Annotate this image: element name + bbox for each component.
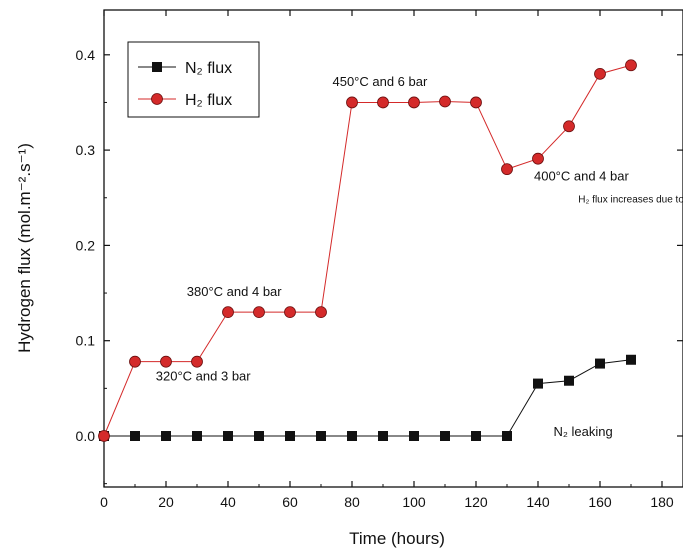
h2-data-point — [563, 120, 575, 133]
x-tick-label: 180 — [650, 494, 674, 510]
n2-data-point — [502, 431, 512, 441]
y-tick-label: 0.0 — [76, 428, 96, 444]
h2-data-point — [98, 430, 110, 442]
annotation-label: N₂ leaking — [554, 424, 613, 439]
axis-ticks: 0 20 40 60 80 100 120 140 160 180 0.0 0.1 0.2 0.3 0.4 — [76, 10, 683, 510]
y-tick-label: 0.2 — [76, 237, 96, 253]
h2-data-point — [253, 306, 265, 319]
h2-data-point — [408, 96, 420, 109]
h2-data-point — [377, 96, 389, 109]
y-tick-label: 0.3 — [76, 142, 96, 158]
legend-h2-marker — [151, 93, 163, 105]
h2-data-point — [315, 306, 327, 319]
legend-n2-marker — [152, 62, 162, 72]
x-tick-label: 40 — [220, 494, 236, 510]
h2-data-point — [625, 59, 637, 72]
n2-data-point — [192, 431, 202, 441]
n2-data-point — [223, 431, 233, 441]
n2-data-point — [409, 431, 419, 441]
n2-data-point — [161, 431, 171, 441]
n2-data-point — [533, 378, 543, 389]
annotation-label: H₂ flux increases due to leaks — [578, 195, 683, 206]
n2-data-point — [440, 431, 450, 441]
legend-n2-label: N₂ flux — [185, 60, 232, 77]
n2-data-point — [347, 431, 357, 441]
x-tick-label: 20 — [158, 494, 174, 510]
h2-data-point — [160, 355, 172, 368]
n2-data-point — [130, 431, 140, 441]
h2-data-point — [594, 67, 606, 80]
n2-data-point — [471, 431, 481, 441]
x-tick-label: 80 — [344, 494, 360, 510]
y-tick-label: 0.1 — [76, 333, 96, 349]
annotation-label: 400°C and 4 bar — [534, 169, 629, 184]
series-line-n2 — [104, 359, 632, 437]
n2-data-point — [564, 375, 574, 386]
h2-data-point — [470, 96, 482, 109]
x-tick-label: 60 — [282, 494, 298, 510]
x-tick-label: 100 — [402, 494, 426, 510]
h2-data-point — [501, 163, 513, 176]
legend: N₂ flux H₂ flux — [127, 41, 260, 118]
n2-data-point — [316, 431, 326, 441]
annotation-label: 380°C and 4 bar — [187, 284, 282, 299]
legend-box — [127, 41, 260, 118]
annotation-label: 320°C and 3 bar — [156, 369, 251, 384]
n2-data-point — [378, 431, 388, 441]
h2-data-point — [532, 152, 544, 165]
series-markers — [98, 59, 637, 442]
plot-frame — [103, 9, 683, 488]
x-axis-title: Time (hours) — [349, 529, 445, 548]
h2-data-point — [191, 355, 203, 368]
n2-data-point — [254, 431, 264, 441]
annotation-label: 450°C and 6 bar — [332, 74, 427, 89]
x-tick-label: 140 — [526, 494, 550, 510]
annotations: 320°C and 3 bar 380°C and 4 bar 450°C and … — [156, 74, 683, 439]
y-tick-label: 0.4 — [76, 47, 96, 63]
h2-data-point — [284, 306, 296, 319]
y-axis-title: Hydrogen flux (mol.m⁻².s⁻¹) — [15, 143, 34, 353]
x-tick-label: 120 — [464, 494, 488, 510]
x-tick-label: 160 — [588, 494, 612, 510]
n2-data-point — [285, 431, 295, 441]
n2-data-point — [595, 358, 605, 369]
h2-data-point — [346, 96, 358, 109]
h2-data-point — [439, 95, 451, 108]
x-tick-label: 0 — [100, 494, 108, 510]
legend-h2-label: H₂ flux — [185, 92, 232, 109]
n2-data-point — [626, 354, 636, 365]
h2-data-point — [222, 306, 234, 319]
h2-data-point — [129, 355, 141, 368]
